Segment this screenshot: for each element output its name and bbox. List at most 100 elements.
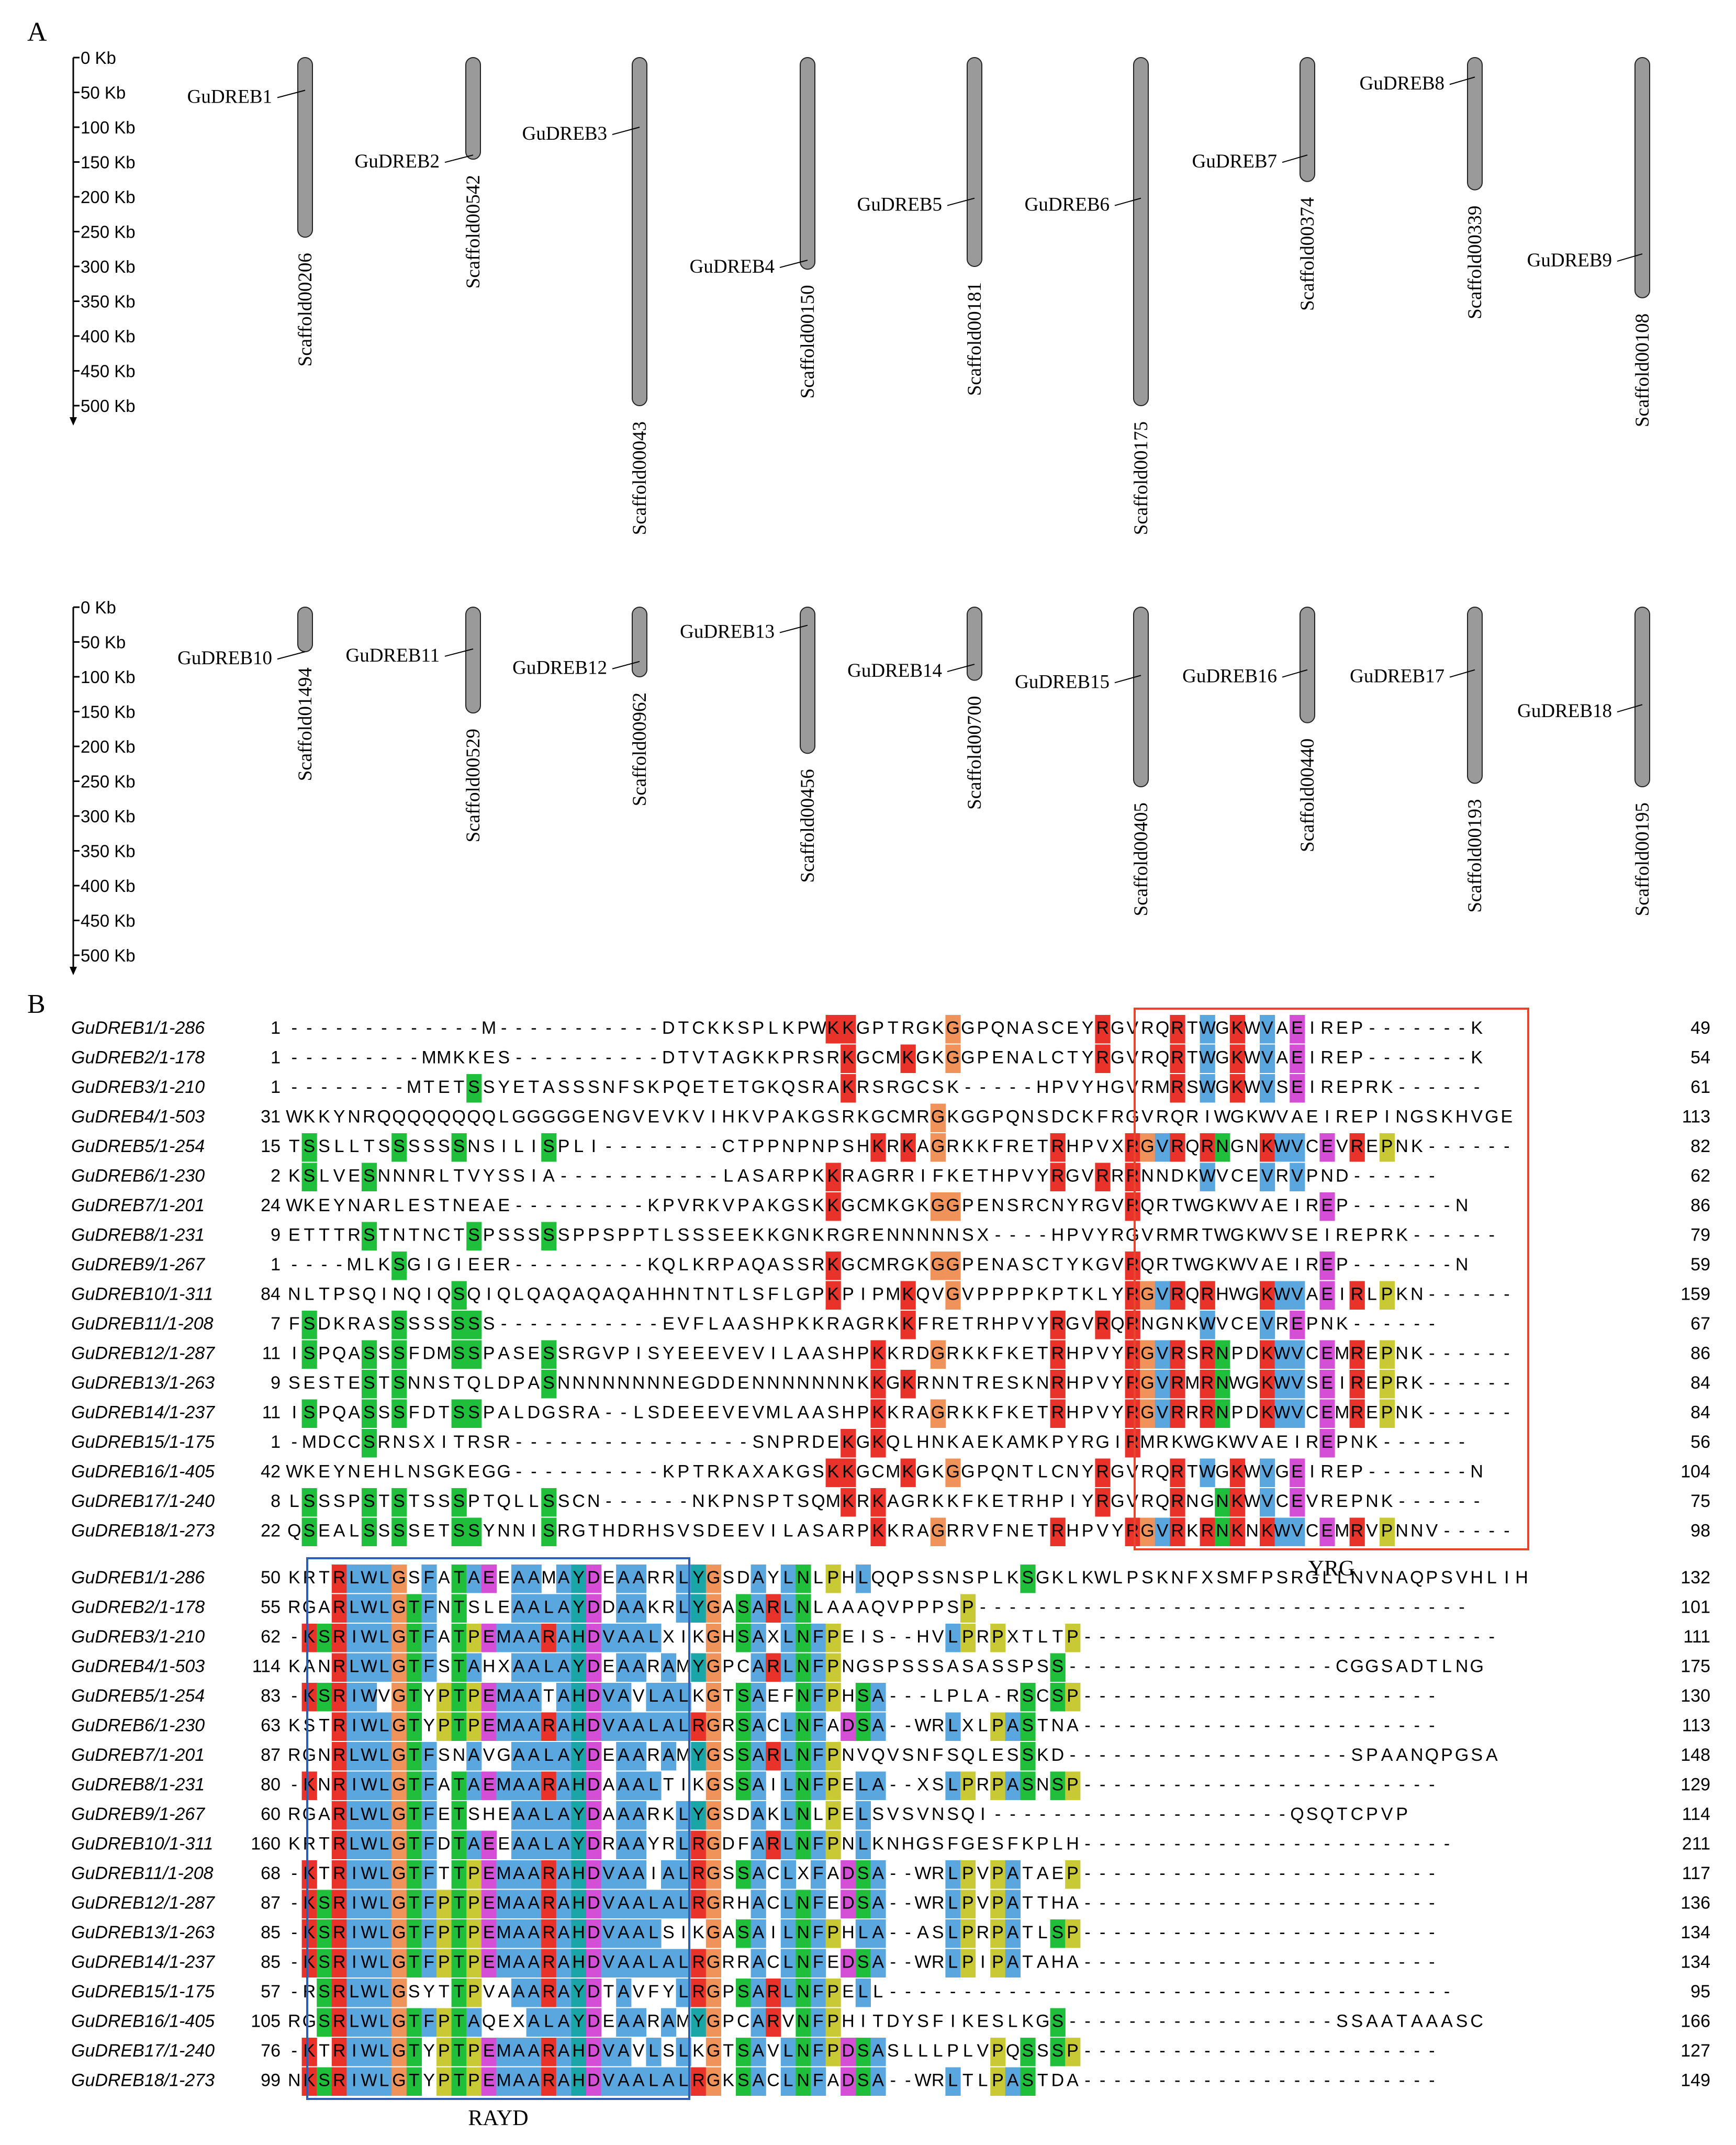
residue-highlight (1155, 1517, 1170, 1546)
residue: R (946, 1344, 959, 1364)
residue: - (1219, 2012, 1225, 2031)
residue: S (543, 1491, 555, 1511)
residue: P (1336, 1255, 1348, 1275)
sequence-end: 117 (1682, 1863, 1710, 1883)
residue: G (572, 1521, 585, 1541)
residue: A (812, 1344, 824, 1364)
residue: - (1369, 1462, 1375, 1482)
residue: T (723, 1284, 734, 1304)
residue: C (1066, 1107, 1079, 1127)
residue: P (333, 1284, 345, 1304)
residue: G (392, 1863, 406, 1883)
residue: N (393, 1432, 406, 1452)
residue: K (1471, 1018, 1483, 1038)
residue: - (1429, 1491, 1435, 1511)
residue: R (1381, 1225, 1394, 1245)
residue: A (513, 1834, 525, 1854)
residue: G (901, 1491, 915, 1511)
residue: A (618, 1716, 630, 1736)
residue: G (811, 1107, 825, 1127)
residue: N (1455, 1196, 1469, 1215)
residue: K (1261, 1373, 1273, 1393)
residue: - (1444, 1255, 1450, 1275)
residue: L (933, 1686, 943, 1706)
residue: I (771, 1775, 776, 1795)
residue: - (1369, 1166, 1375, 1186)
residue: R (767, 1597, 780, 1617)
residue: S (468, 1077, 480, 1097)
residue: - (1115, 1597, 1121, 1617)
residue: - (292, 1018, 297, 1038)
residue: - (1129, 1893, 1135, 1913)
residue: T (588, 1521, 599, 1541)
residue: P (992, 1284, 1004, 1304)
residue: P (857, 1344, 869, 1364)
sequence-name: GuDREB7/1-201 (71, 1745, 205, 1765)
residue: Y (1037, 1314, 1049, 1334)
residue: R (1171, 1136, 1184, 1156)
residue-highlight (556, 1565, 572, 1593)
residue: - (1339, 1923, 1345, 1942)
residue: - (1309, 1893, 1315, 1913)
residue: L (648, 1952, 658, 1972)
residue: R (1201, 1284, 1214, 1304)
residue: A (917, 1923, 929, 1942)
residue: L (783, 1657, 793, 1677)
residue: L (978, 2071, 988, 2091)
residue: - (292, 1775, 297, 1795)
residue: C (1351, 1804, 1364, 1824)
residue: A (438, 1627, 450, 1647)
residue: G (1305, 1568, 1319, 1588)
residue: - (1474, 1136, 1480, 1156)
residue: Q (497, 1284, 510, 1304)
residue: E (737, 1344, 749, 1364)
residue: R (602, 1834, 615, 1854)
residue: S (1306, 1373, 1318, 1393)
residue: T (409, 1863, 420, 1883)
residue-highlight (1260, 1488, 1275, 1517)
residue: S (1186, 1077, 1199, 1097)
residue: S (468, 1344, 480, 1364)
residue-highlight (1229, 1074, 1245, 1103)
residue: E (767, 1686, 779, 1706)
residue: P (827, 1686, 839, 1706)
residue: A (737, 1255, 749, 1275)
residue: W (914, 1952, 931, 1972)
residue: N (932, 1373, 945, 1393)
residue: - (1384, 1314, 1390, 1334)
residue: L (514, 1136, 524, 1156)
residue: - (1294, 1775, 1300, 1795)
alignment-row: GuDREB12/1-287 87- K S R I W L G T F P T P E M A A R A H D V A A… (71, 1890, 1710, 1918)
residue: - (1354, 1196, 1360, 1215)
residue: E (318, 1196, 330, 1215)
residue: E (1321, 1373, 1333, 1393)
residue: H (857, 1136, 870, 1156)
residue-highlight (1200, 1044, 1215, 1073)
residue: L (948, 1863, 958, 1883)
residue: - (1115, 1804, 1121, 1824)
residue: Q (1156, 1018, 1169, 1038)
residue: - (1234, 2012, 1240, 2031)
residue: S (737, 1863, 749, 1883)
residue-highlight (362, 1565, 377, 1593)
residue: - (1384, 1716, 1390, 1736)
residue: N (887, 1834, 900, 1854)
residue: H (662, 1284, 675, 1304)
residue: R (1351, 1403, 1364, 1423)
residue: H (483, 1657, 496, 1677)
residue: - (1429, 1136, 1435, 1156)
residue: K (917, 1255, 929, 1275)
residue: S (543, 1225, 555, 1245)
residue: - (1399, 1686, 1405, 1706)
residue: P (1067, 1775, 1079, 1795)
residue: L (678, 1952, 688, 1972)
axis-tick-label: 200 Kb (81, 187, 136, 207)
residue: R (662, 1568, 675, 1588)
residue: P (962, 1893, 974, 1913)
residue-highlight (466, 1517, 482, 1546)
residue: N (797, 1686, 810, 1706)
residue-highlight (1215, 1399, 1230, 1428)
residue: E (992, 1373, 1004, 1393)
residue: A (618, 2071, 630, 2091)
